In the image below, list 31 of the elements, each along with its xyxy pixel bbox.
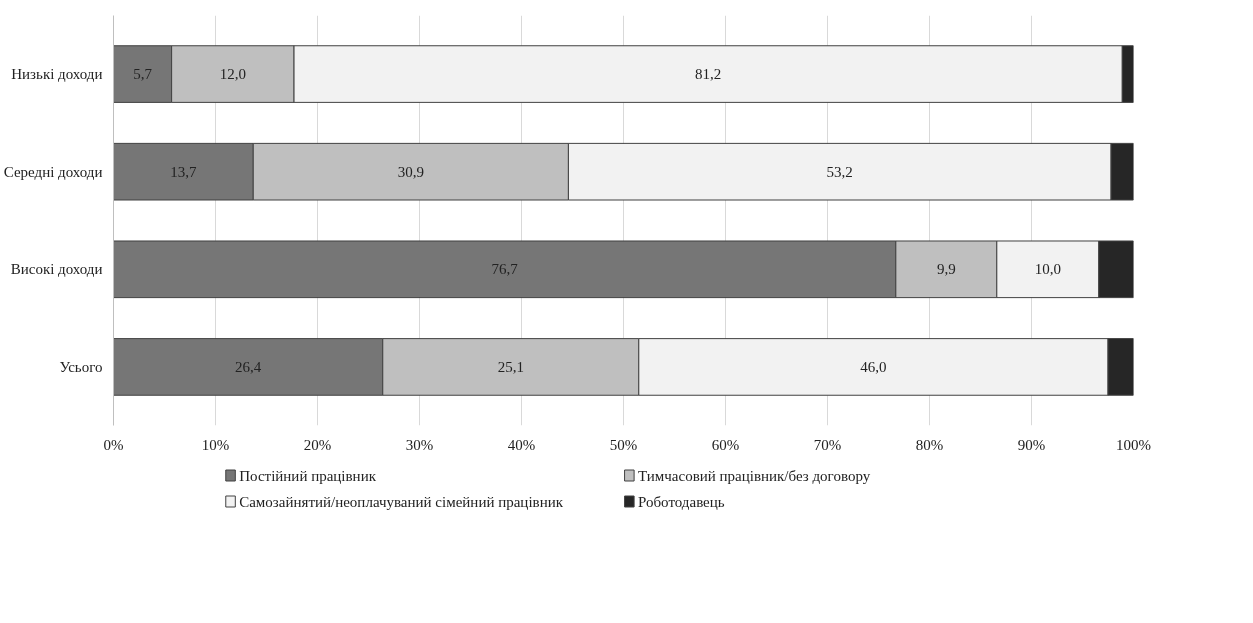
data-label: 30,9 [397, 163, 424, 180]
data-label: 26,4 [235, 358, 262, 375]
legend-label: Самозайнятий/неоплачуваний сімейний працівник [239, 493, 564, 510]
x-tick-label: 20% [303, 436, 332, 453]
x-tick-label: 60% [711, 436, 740, 453]
x-tick-label: 100% [1116, 436, 1151, 453]
legend-label: Роботодавець [638, 493, 725, 510]
legend-label: Тимчасовий працівник/без договору [638, 467, 871, 484]
x-tick-label: 30% [405, 436, 434, 453]
data-label: 76,7 [491, 261, 519, 278]
x-tick-label: 70% [813, 436, 842, 453]
x-tick-label: 0% [103, 436, 124, 453]
y-tick-label: Усього [59, 358, 103, 375]
y-tick-label: Низькі доходи [11, 66, 103, 83]
y-tick-label: Високі доходи [10, 261, 103, 278]
x-tick-label: 40% [507, 436, 536, 453]
x-tick-label: 10% [201, 436, 230, 453]
y-tick-label: Середні доходи [3, 163, 103, 180]
legend-label: Постійний працівник [239, 467, 377, 484]
data-label: 13,7 [170, 163, 197, 180]
x-tick-label: 50% [609, 436, 638, 453]
data-label: 25,1 [497, 358, 524, 375]
data-label: 46,0 [860, 358, 887, 375]
x-tick-label: 90% [1017, 436, 1046, 453]
data-label: 10,0 [1034, 261, 1061, 278]
x-tick-label: 80% [915, 436, 944, 453]
data-label: 81,2 [695, 66, 722, 83]
data-label: 5,7 [133, 66, 153, 83]
data-label: 12,0 [219, 66, 246, 83]
data-label: 9,9 [936, 261, 956, 278]
data-label: 53,2 [826, 163, 853, 180]
